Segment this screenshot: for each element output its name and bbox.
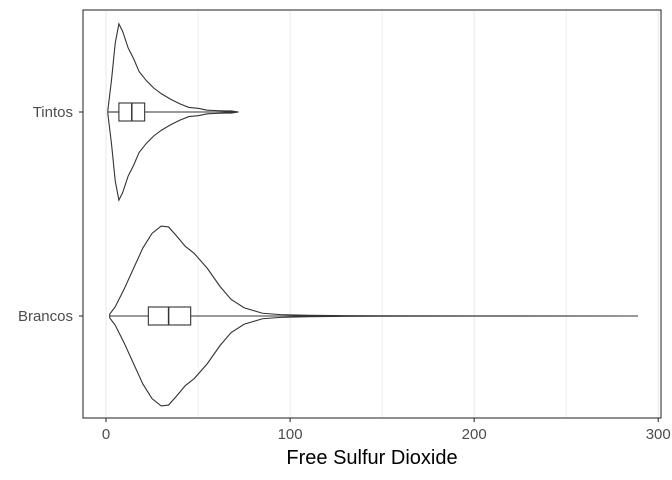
axes: 0 100 200 300 Tintos Brancos xyxy=(18,104,671,443)
x-axis-title: Free Sulfur Dioxide xyxy=(286,447,457,469)
x-tick-label: 0 xyxy=(102,426,110,443)
boxplot-brancos xyxy=(147,306,192,326)
violin-tintos xyxy=(107,22,239,202)
y-tick-label: Tintos xyxy=(33,104,73,121)
x-tick-label: 300 xyxy=(646,426,671,443)
y-tick-label: Brancos xyxy=(18,308,73,325)
x-tick-label: 200 xyxy=(462,426,487,443)
gridlines xyxy=(105,10,659,418)
x-tick-label: 100 xyxy=(278,426,303,443)
violins xyxy=(107,22,638,407)
plot-panel-border xyxy=(82,9,662,419)
